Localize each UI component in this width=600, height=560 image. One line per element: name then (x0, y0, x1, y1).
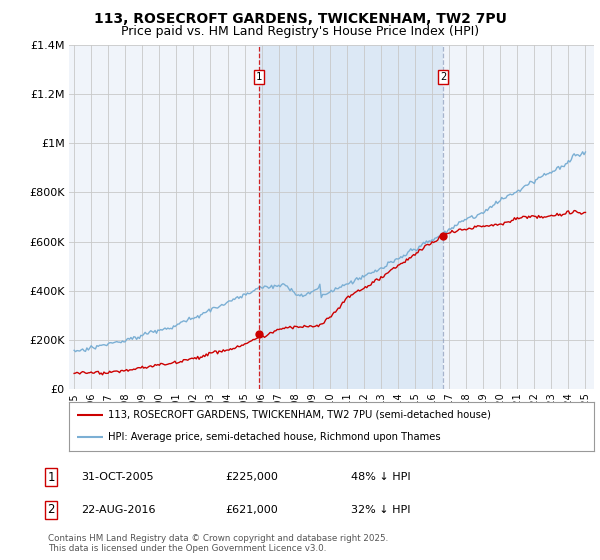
Text: 22-AUG-2016: 22-AUG-2016 (81, 505, 155, 515)
Text: 113, ROSECROFT GARDENS, TWICKENHAM, TW2 7PU (semi-detached house): 113, ROSECROFT GARDENS, TWICKENHAM, TW2 … (109, 410, 491, 420)
Text: Price paid vs. HM Land Registry's House Price Index (HPI): Price paid vs. HM Land Registry's House … (121, 25, 479, 38)
Text: £225,000: £225,000 (225, 472, 278, 482)
Text: 2: 2 (440, 72, 446, 82)
Text: 1: 1 (256, 72, 262, 82)
Text: 48% ↓ HPI: 48% ↓ HPI (351, 472, 410, 482)
Text: 113, ROSECROFT GARDENS, TWICKENHAM, TW2 7PU: 113, ROSECROFT GARDENS, TWICKENHAM, TW2 … (94, 12, 506, 26)
Text: Contains HM Land Registry data © Crown copyright and database right 2025.
This d: Contains HM Land Registry data © Crown c… (48, 534, 388, 553)
Text: £621,000: £621,000 (225, 505, 278, 515)
Text: 32% ↓ HPI: 32% ↓ HPI (351, 505, 410, 515)
Text: HPI: Average price, semi-detached house, Richmond upon Thames: HPI: Average price, semi-detached house,… (109, 432, 441, 442)
Text: 1: 1 (47, 470, 55, 484)
Text: 31-OCT-2005: 31-OCT-2005 (81, 472, 154, 482)
Bar (259, 45, 443, 389)
Text: 2: 2 (47, 503, 55, 516)
